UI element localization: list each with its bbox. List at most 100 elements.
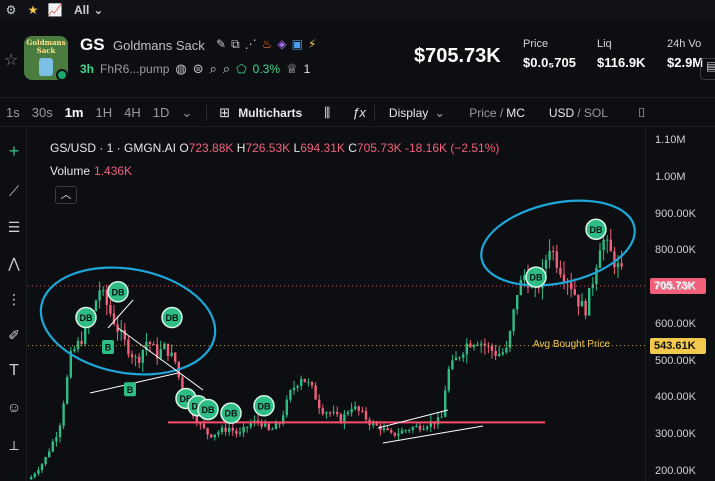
candle-body: [616, 263, 620, 268]
trend-icon[interactable]: 📈: [47, 3, 63, 17]
lightning-icon[interactable]: ⚡: [307, 37, 317, 51]
globe-icon[interactable]: ◍: [175, 61, 187, 76]
mc-toggle[interactable]: MC: [506, 105, 525, 120]
stat-liq: Liq $116.9K: [597, 38, 645, 70]
filter-dropdown[interactable]: All ⌄: [74, 3, 103, 17]
share-icon[interactable]: ⋰: [244, 37, 257, 51]
indicators-icon[interactable]: ƒx: [352, 105, 366, 120]
candle-body: [303, 378, 306, 383]
favorite-star-icon[interactable]: ☆: [4, 52, 19, 69]
screenshot-icon[interactable]: ⌷: [637, 104, 646, 120]
candle-body: [354, 406, 357, 409]
candle-body: [76, 341, 80, 350]
trade-marker[interactable]: DB: [197, 398, 219, 421]
trade-marker[interactable]: B: [102, 339, 114, 354]
candle-body: [134, 356, 137, 358]
candle-body: [285, 399, 288, 416]
fire-icon[interactable]: ♨: [261, 37, 273, 51]
candle-body: [325, 412, 328, 414]
text-icon[interactable]: T: [9, 362, 19, 379]
timeframe-1d[interactable]: 1D: [152, 105, 170, 120]
candle-body: [328, 412, 332, 414]
collapse-legend-button[interactable]: ︿: [55, 186, 77, 204]
candle-style-icon[interactable]: ⫼: [324, 104, 331, 120]
candle-body: [112, 313, 116, 325]
timeframe-4h[interactable]: 4H: [124, 105, 141, 120]
multicharts-button[interactable]: Multicharts: [238, 105, 303, 120]
marker-badge: [253, 395, 275, 417]
bag-icon[interactable]: ◈: [277, 37, 287, 51]
timeframe-1m[interactable]: 1m: [64, 105, 84, 120]
emoji-icon[interactable]: ☺: [6, 399, 22, 415]
horizontal-lines-icon[interactable]: ☰: [7, 219, 21, 235]
candle-body: [436, 417, 440, 425]
candle-body: [552, 250, 555, 252]
display-button[interactable]: Display: [388, 105, 429, 120]
open-label: O: [179, 141, 189, 155]
candle-body: [415, 425, 418, 428]
marker-badge: [161, 306, 183, 329]
candle-body: [447, 368, 450, 391]
candle-body: [580, 300, 584, 307]
twitter-icon[interactable]: ⌕: [209, 61, 217, 76]
verified-icon[interactable]: ▣: [291, 37, 303, 51]
trendline-icon[interactable]: ⟋: [9, 183, 19, 199]
timeframe-1h[interactable]: 1H: [95, 105, 113, 120]
trade-marker[interactable]: DB: [161, 306, 183, 329]
marker-badge: [102, 339, 114, 354]
axis-tick-label: 1.10M: [655, 134, 686, 146]
token-name: Goldmans Sack: [113, 38, 205, 53]
fib-icon[interactable]: ⋮: [7, 291, 21, 307]
candle-body: [577, 294, 580, 307]
trade-marker[interactable]: DB: [107, 281, 129, 303]
candle-body: [613, 251, 616, 268]
candle-body: [224, 427, 227, 432]
stat-label: 24h Vo: [667, 38, 702, 50]
star-icon[interactable]: ★: [27, 3, 39, 17]
price-chart[interactable]: DBDBDBBBDBDBDBDBDBDBDB: [28, 128, 645, 481]
candle-body: [195, 416, 198, 424]
search-icon[interactable]: ⌕: [222, 61, 231, 76]
stat-value: $0.0₅705: [523, 55, 576, 70]
timeframe-30s[interactable]: 30s: [31, 105, 53, 120]
sol-toggle[interactable]: / SOL: [577, 105, 608, 120]
price-axis[interactable]: 705.73K 543.61K 1.10M 1.00M 900.00K 800.00K…: [645, 128, 715, 481]
candle-body: [512, 309, 515, 332]
trade-marker[interactable]: B: [124, 382, 136, 397]
timeframe-1s[interactable]: 1s: [6, 105, 20, 120]
pattern-icon[interactable]: ⋀: [8, 255, 20, 271]
avg-bought-label: Avg Bought Price: [533, 339, 611, 350]
candle-body: [390, 430, 393, 433]
candle-body: [516, 295, 519, 310]
token-address[interactable]: FhR6...pump: [100, 62, 170, 76]
trade-marker[interactable]: DB: [585, 218, 607, 241]
candle-body: [490, 345, 494, 351]
candle-body: [235, 430, 238, 434]
price-toggle[interactable]: Price /: [469, 105, 504, 120]
display-chevron-icon[interactable]: ⌄: [434, 104, 446, 120]
trade-marker[interactable]: DB: [525, 266, 547, 288]
brush-icon[interactable]: ✐: [8, 327, 20, 343]
axis-tick-label: 300.00K: [655, 428, 696, 441]
trade-marker[interactable]: DB: [220, 402, 242, 424]
toolbar-divider: [206, 104, 208, 121]
settings-icon[interactable]: ⚙: [5, 3, 17, 17]
trade-marker[interactable]: DB: [75, 306, 97, 329]
marker-badge: [107, 281, 129, 303]
crosshair-icon[interactable]: +: [8, 141, 20, 161]
copy-icon[interactable]: ⧉: [231, 37, 240, 51]
candle-body: [339, 414, 342, 424]
wallet-icon[interactable]: ▤: [700, 58, 715, 80]
multicharts-plus-icon[interactable]: ⊞: [219, 104, 231, 120]
edit-icon[interactable]: ✎: [216, 37, 227, 51]
timeframe-chevron-icon[interactable]: ⌄: [181, 104, 193, 120]
usd-toggle[interactable]: USD: [548, 105, 575, 120]
website-icon[interactable]: ⊜: [192, 61, 204, 76]
ruler-icon[interactable]: ⟂: [9, 437, 19, 453]
candle-body: [278, 423, 281, 425]
candle-body: [472, 345, 476, 348]
token-actions: ✎ ⧉ ⋰ ♨ ◈ ▣ ⚡: [216, 37, 316, 52]
market-cap-price: $705.73K: [414, 45, 501, 67]
trade-marker[interactable]: DB: [253, 395, 275, 417]
candle-body: [548, 250, 551, 261]
